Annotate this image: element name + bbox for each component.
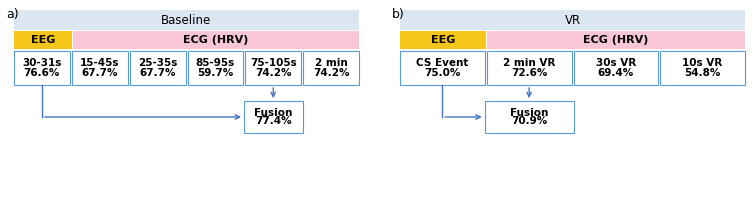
Text: 74.2%: 74.2% — [313, 68, 349, 78]
Text: 77.4%: 77.4% — [255, 116, 292, 126]
FancyBboxPatch shape — [130, 51, 185, 85]
Text: 75-105s: 75-105s — [250, 59, 296, 69]
Text: 2 min VR: 2 min VR — [503, 59, 555, 69]
FancyBboxPatch shape — [400, 51, 485, 85]
Text: 10s VR: 10s VR — [682, 59, 723, 69]
FancyBboxPatch shape — [14, 10, 359, 30]
Text: 70.9%: 70.9% — [511, 116, 547, 126]
FancyBboxPatch shape — [188, 51, 244, 85]
FancyBboxPatch shape — [487, 31, 745, 49]
Text: 74.2%: 74.2% — [255, 68, 292, 78]
Text: 2 min: 2 min — [314, 59, 348, 69]
FancyBboxPatch shape — [661, 51, 745, 85]
Text: Baseline: Baseline — [161, 13, 212, 27]
Text: 67.7%: 67.7% — [139, 68, 176, 78]
Text: Fusion: Fusion — [254, 108, 293, 118]
Text: 85-95s: 85-95s — [196, 59, 235, 69]
FancyBboxPatch shape — [485, 101, 574, 133]
FancyBboxPatch shape — [72, 51, 127, 85]
FancyBboxPatch shape — [400, 31, 486, 49]
Text: 25-35s: 25-35s — [138, 59, 177, 69]
Text: CS Event: CS Event — [416, 59, 468, 69]
Text: 30-31s: 30-31s — [22, 59, 62, 69]
Text: EEG: EEG — [31, 35, 55, 45]
Text: VR: VR — [565, 13, 581, 27]
Text: 54.8%: 54.8% — [685, 68, 721, 78]
FancyBboxPatch shape — [14, 51, 70, 85]
Text: 15-45s: 15-45s — [80, 59, 119, 69]
Text: Fusion: Fusion — [510, 108, 548, 118]
FancyBboxPatch shape — [244, 101, 302, 133]
Text: 30s VR: 30s VR — [596, 59, 636, 69]
FancyBboxPatch shape — [400, 10, 745, 30]
Text: 59.7%: 59.7% — [198, 68, 234, 78]
Text: EEG: EEG — [431, 35, 455, 45]
Text: ECG (HRV): ECG (HRV) — [183, 35, 249, 45]
Text: a): a) — [6, 8, 19, 21]
Text: b): b) — [392, 8, 405, 21]
Text: 76.6%: 76.6% — [23, 68, 60, 78]
FancyBboxPatch shape — [303, 51, 359, 85]
FancyBboxPatch shape — [487, 51, 572, 85]
Text: 72.6%: 72.6% — [511, 68, 547, 78]
Text: 69.4%: 69.4% — [598, 68, 634, 78]
Text: 67.7%: 67.7% — [81, 68, 118, 78]
Text: ECG (HRV): ECG (HRV) — [584, 35, 648, 45]
Text: 75.0%: 75.0% — [425, 68, 461, 78]
FancyBboxPatch shape — [574, 51, 658, 85]
FancyBboxPatch shape — [245, 51, 301, 85]
FancyBboxPatch shape — [14, 31, 72, 49]
FancyBboxPatch shape — [73, 31, 359, 49]
